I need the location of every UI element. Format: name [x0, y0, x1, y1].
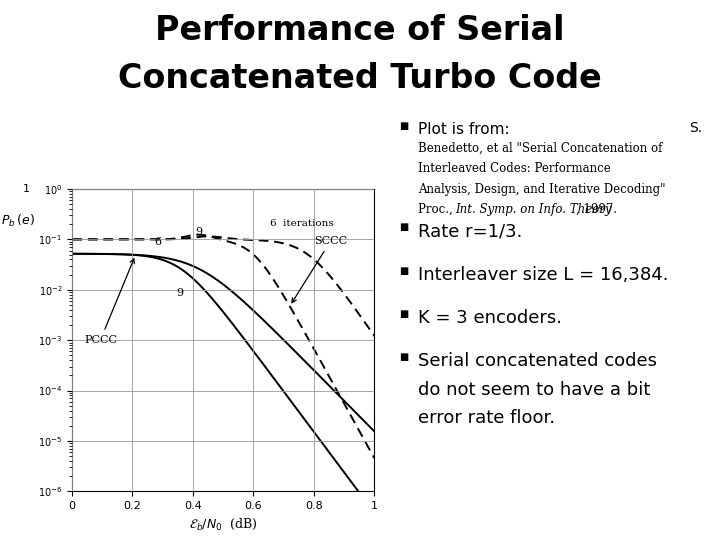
Text: 1: 1	[22, 184, 30, 194]
Text: SCCC: SCCC	[292, 237, 347, 302]
Text: Analysis, Design, and Iterative Decoding": Analysis, Design, and Iterative Decoding…	[418, 183, 665, 195]
Text: ■: ■	[400, 222, 409, 233]
Text: do not seem to have a bit: do not seem to have a bit	[418, 381, 650, 399]
Text: ■: ■	[400, 266, 409, 276]
Text: Plot is from:: Plot is from:	[418, 122, 509, 137]
Text: Interleaved Codes: Performance: Interleaved Codes: Performance	[418, 162, 611, 175]
Text: 6: 6	[155, 237, 162, 247]
Text: PCCC: PCCC	[84, 259, 134, 345]
Text: K = 3 encoders.: K = 3 encoders.	[418, 309, 562, 327]
Text: Rate r=1/3.: Rate r=1/3.	[418, 222, 522, 240]
Text: Interleaver size L = 16,384.: Interleaver size L = 16,384.	[418, 266, 668, 284]
Text: Int. Symp. on Info. Theory: Int. Symp. on Info. Theory	[455, 203, 612, 216]
Text: 9: 9	[176, 288, 183, 298]
Text: ■: ■	[400, 309, 409, 319]
Text: 9: 9	[195, 227, 202, 237]
X-axis label: $\mathcal{E}_b/N_0$  (dB): $\mathcal{E}_b/N_0$ (dB)	[189, 517, 257, 532]
Text: , 1997.: , 1997.	[576, 203, 617, 216]
Text: Serial concatenated codes: Serial concatenated codes	[418, 352, 657, 370]
Y-axis label: $P_b\,(e)$: $P_b\,(e)$	[1, 213, 35, 230]
Text: Benedetto, et al "Serial Concatenation of: Benedetto, et al "Serial Concatenation o…	[418, 141, 662, 154]
Text: error rate floor.: error rate floor.	[418, 409, 554, 427]
Text: Concatenated Turbo Code: Concatenated Turbo Code	[118, 62, 602, 95]
Text: Proc.,: Proc.,	[418, 203, 456, 216]
Text: S.: S.	[689, 122, 702, 136]
Text: ■: ■	[400, 122, 409, 132]
Text: 6  iterations: 6 iterations	[270, 219, 334, 228]
Text: ■: ■	[400, 352, 409, 362]
Text: Performance of Serial: Performance of Serial	[156, 14, 564, 46]
